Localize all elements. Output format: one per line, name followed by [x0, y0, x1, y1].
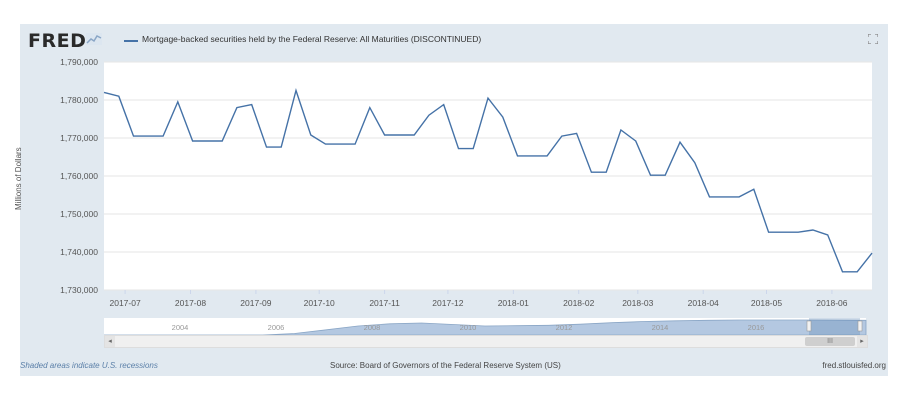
x-tick-label: 2018-01	[498, 298, 529, 308]
fred-graph-icon	[86, 33, 102, 45]
x-tick-label: 2017-08	[175, 298, 206, 308]
navigator-right-handle[interactable]	[857, 320, 863, 332]
x-tick-label: 2017-12	[432, 298, 463, 308]
legend-series-label[interactable]: Mortgage-backed securities held by the F…	[142, 34, 482, 44]
navigator-year-label: 2010	[460, 323, 477, 332]
chart-container: FRED Mortgage-backed securities held by …	[14, 24, 888, 376]
y-tick-label: 1,780,000	[60, 95, 98, 105]
scroll-left-icon[interactable]: ◂	[105, 336, 115, 347]
x-tick-label: 2017-09	[240, 298, 271, 308]
site-link[interactable]: fred.stlouisfed.org	[822, 361, 886, 370]
source-note: Source: Board of Governors of the Federa…	[330, 361, 561, 370]
y-tick-label: 1,790,000	[60, 57, 98, 67]
navigator-selection	[809, 318, 860, 335]
y-tick-label: 1,760,000	[60, 171, 98, 181]
series-line[interactable]	[103, 88, 873, 273]
x-tick-label: 2017-10	[304, 298, 335, 308]
navigator[interactable]: 2004 2006 2008 2010 2012 2014 2016	[104, 318, 867, 336]
navigator-year-label: 2012	[556, 323, 573, 332]
scrollbar-thumb[interactable]: III	[805, 337, 855, 346]
navigator-left-handle[interactable]	[806, 320, 812, 332]
y-tick-label: 1,770,000	[60, 133, 98, 143]
y-tick-label: 1,740,000	[60, 247, 98, 257]
x-tick-label: 2018-06	[816, 298, 847, 308]
x-tick-label: 2017-07	[109, 298, 140, 308]
x-tick-label: 2018-02	[563, 298, 594, 308]
y-axis-ticks: 1,730,000 1,740,000 1,750,000 1,760,000 1,77…	[60, 57, 98, 295]
navigator-year-label: 2008	[364, 323, 381, 332]
navigator-scrollbar[interactable]: ◂ III ▸	[104, 335, 868, 348]
scroll-right-icon[interactable]: ▸	[857, 336, 867, 347]
y-tick-label: 1,730,000	[60, 285, 98, 295]
x-tick-label: 2018-05	[751, 298, 782, 308]
x-tick-label: 2017-11	[369, 298, 400, 308]
navigator-year-label: 2016	[748, 323, 765, 332]
x-tick-label: 2018-04	[688, 298, 719, 308]
navigator-year-label: 2006	[268, 323, 285, 332]
legend-swatch	[124, 40, 138, 42]
chart-plot: 1,730,000 1,740,000 1,750,000 1,760,000 1,77…	[60, 57, 873, 336]
recession-note: Shaded areas indicate U.S. recessions	[20, 361, 158, 370]
x-axis-ticks: 2017-07 2017-08 2017-09 2017-10 2017-11 2017-…	[109, 290, 848, 308]
navigator-labels: 2004 2006 2008 2010 2012 2014 2016	[172, 323, 765, 332]
navigator-year-label: 2004	[172, 323, 189, 332]
navigator-year-label: 2014	[652, 323, 669, 332]
x-tick-label: 2018-03	[622, 298, 653, 308]
fred-logo[interactable]: FRED	[28, 30, 87, 52]
y-tick-label: 1,750,000	[60, 209, 98, 219]
